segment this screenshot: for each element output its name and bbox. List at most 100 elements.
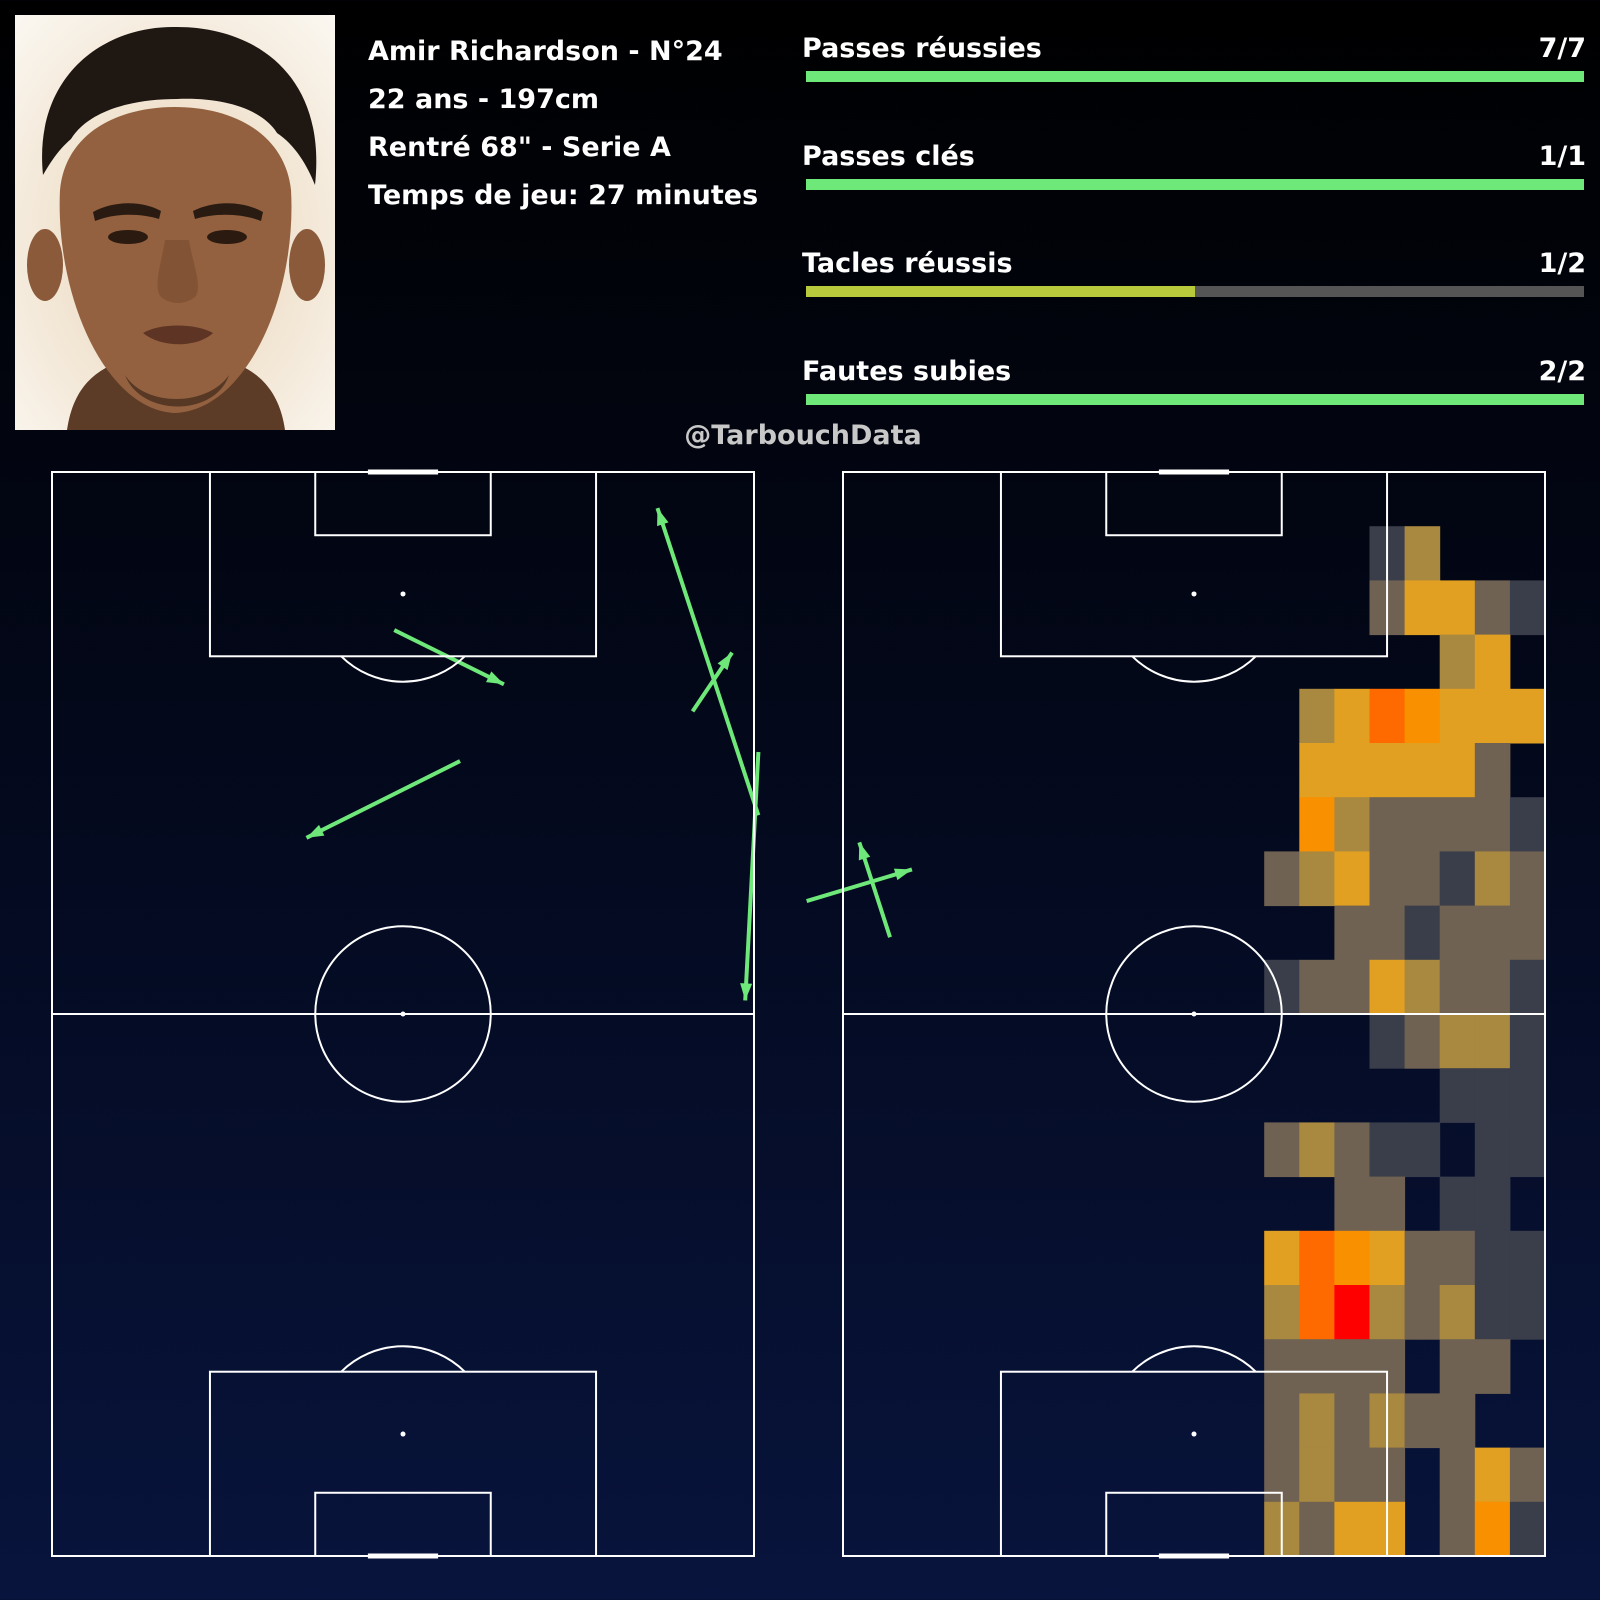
heatmap-cell [1474,1014,1511,1069]
stat-bar-fill [806,394,1584,405]
pitch-lines [842,469,1546,1559]
heatmap-cell [1509,851,1546,907]
penalty-area-top [999,471,1389,658]
goal-area-top [1105,471,1283,537]
heatmap-cell [1334,1447,1370,1503]
goal-area-bottom [1105,1491,1283,1557]
stat-value: 1/1 [1538,141,1586,172]
heatmap-cell [1474,1447,1511,1503]
heatmap-cell [1439,1068,1476,1123]
stat-bar-track [806,286,1584,297]
heatmap-cell [1334,959,1370,1015]
pass-map-pitch [51,469,913,1559]
heatmap-cell [1474,1230,1511,1286]
stat-bar-track [806,71,1584,82]
heatmap-cell [1474,797,1511,852]
heatmap-cell [1334,743,1370,798]
pass-arrowhead [893,868,912,881]
heatmap-cell [1299,1230,1335,1286]
player-name: Amir Richardson - N°24 [368,36,723,67]
penalty-arc-top [340,655,466,683]
heatmap-cell [1474,1339,1511,1394]
heatmap-cell [1439,1501,1476,1557]
stat-bar-track [806,179,1584,190]
heatmap-cell [1299,1447,1335,1503]
stat-value: 7/7 [1538,33,1586,64]
heatmap-cell [1509,688,1546,744]
pass-arrowhead [486,671,504,685]
heatmap-cell [1334,1393,1370,1449]
pass-arrow [690,651,734,713]
heatmap-cell [1264,1285,1300,1340]
heatmap-cell [1474,743,1511,798]
heatmap-cell [1299,743,1335,798]
stat-label: Passes clés [802,141,975,172]
heatmap-cell [1509,797,1546,852]
heatmap-cell [1404,905,1441,961]
heatmap-cell [1299,1122,1335,1178]
heatmap-cell [1299,797,1335,852]
center-spot [400,1011,406,1017]
heatmap-cell [1474,959,1511,1015]
heatmap-cell [1439,851,1476,907]
pass-arrowhead [740,983,753,1001]
goal-area-top [314,471,492,537]
heatmap-cell [1334,1122,1370,1178]
heatmap-cells [1264,526,1546,1557]
heatmap-cell [1404,580,1441,636]
heatmap-cell [1404,851,1441,907]
heatmap-cell [1334,905,1370,961]
heatmap-cell [1474,1285,1511,1340]
heatmap-cell [1369,851,1406,907]
penalty-arc-bottom [1131,1345,1257,1373]
heatmap-cell [1509,580,1546,636]
stat-bar-fill [806,286,1195,297]
heatmap-cell [1334,1501,1370,1557]
heatmap-cell [1404,743,1441,798]
heatmap-cell [1474,580,1511,636]
pass-line [806,867,913,903]
stat-bar-fill [806,71,1584,82]
center-circle [1105,925,1283,1103]
center-circle [314,925,492,1103]
heatmap-cell [1439,905,1476,961]
pass-arrowhead [306,824,325,838]
heatmap-cell [1334,1339,1370,1394]
heatmap-cell [1299,959,1335,1015]
heatmap-cell [1404,1014,1441,1069]
heatmap-cell [1334,1230,1370,1286]
heatmap-cell [1334,797,1370,852]
pass-line [743,751,761,1001]
heatmap-cell [1299,1339,1335,1394]
heatmap-cell [1509,1068,1546,1123]
heatmap-cell [1439,797,1476,852]
heatmap-cell [1334,851,1370,907]
heatmap-cell [1369,1230,1406,1286]
heatmap-cell [1509,1285,1546,1340]
penalty-arc-top [1131,655,1257,683]
heatmap-cell [1474,851,1511,907]
heatmap-cell [1369,959,1406,1015]
heatmap-cell [1404,1122,1441,1178]
heatmap-cell [1264,1230,1300,1286]
heatmap-cell [1474,1176,1511,1232]
heatmap-cell [1404,1285,1441,1340]
heatmap-cell [1369,1176,1406,1232]
heatmap-cell [1439,688,1476,744]
heatmap-cell [1439,1176,1476,1232]
heatmap-cell [1439,1014,1476,1069]
heatmap-cell [1404,797,1441,852]
heatmap-cell [1439,959,1476,1015]
heatmap-cell [1474,1122,1511,1178]
heatmap-cell [1299,1501,1335,1557]
heatmap-cell [1264,1122,1300,1178]
credit-watermark: @TarbouchData [684,420,922,451]
heatmap-cell [1299,851,1335,907]
penalty-spot-bottom [400,1431,406,1437]
heatmap-cell [1404,526,1441,581]
heatmap-pitch [842,469,1546,1559]
heatmap-cell [1299,688,1335,744]
stat-label: Passes réussies [802,33,1042,64]
heatmap-cell [1369,1014,1406,1069]
pass-arrow [305,759,461,840]
